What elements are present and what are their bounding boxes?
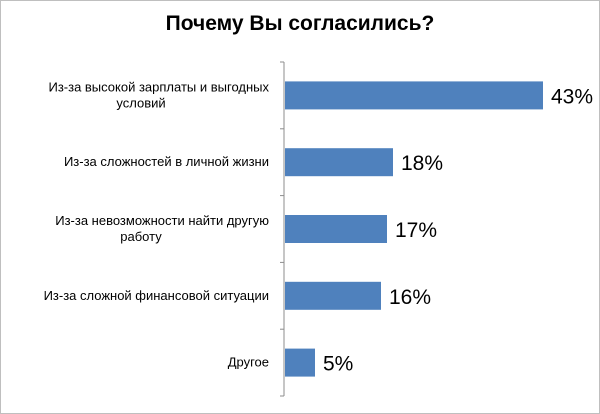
- category-label: Из-за сложной финансовой ситуации: [44, 288, 269, 303]
- category-label: работу: [120, 229, 162, 244]
- bar: [285, 281, 381, 310]
- bar: [285, 81, 543, 110]
- data-label: 5%: [323, 353, 353, 376]
- chart-title: Почему Вы согласились?: [165, 12, 435, 35]
- data-label: 17%: [395, 219, 437, 242]
- bar: [285, 348, 315, 377]
- data-label: 43%: [551, 85, 593, 108]
- data-label: 18%: [401, 152, 443, 175]
- category-label: условий: [116, 95, 165, 110]
- bar: [285, 215, 387, 243]
- bar: [285, 148, 393, 177]
- category-label: Из-за высокой зарплаты и выгодных: [48, 79, 269, 94]
- category-label: Из-за невозможности найти другую: [55, 213, 269, 228]
- category-label: Из-за сложностей в личной жизни: [64, 154, 269, 169]
- category-label: Другое: [228, 355, 269, 370]
- data-label: 16%: [389, 286, 431, 309]
